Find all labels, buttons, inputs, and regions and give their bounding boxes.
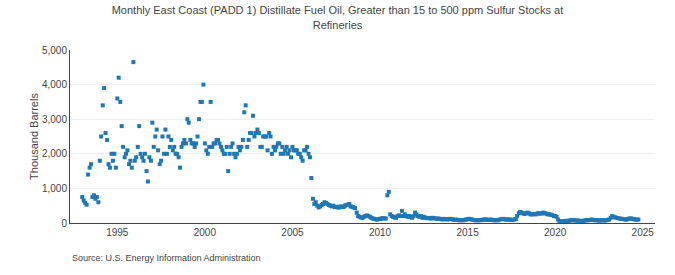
svg-text:2000: 2000 xyxy=(194,227,217,238)
svg-text:2025: 2025 xyxy=(632,227,655,238)
svg-text:Source: U.S. Energy Informatio: Source: U.S. Energy Information Administ… xyxy=(72,253,261,263)
svg-text:2010: 2010 xyxy=(369,227,392,238)
svg-text:0: 0 xyxy=(61,218,67,229)
svg-text:2020: 2020 xyxy=(544,227,567,238)
svg-text:2005: 2005 xyxy=(281,227,304,238)
svg-text:4,000: 4,000 xyxy=(42,79,67,90)
svg-text:2,000: 2,000 xyxy=(42,148,67,159)
svg-text:1995: 1995 xyxy=(106,227,129,238)
svg-text:1,000: 1,000 xyxy=(42,183,67,194)
svg-text:2015: 2015 xyxy=(456,227,479,238)
svg-text:3,000: 3,000 xyxy=(42,114,67,125)
svg-text:Thousand Barrels: Thousand Barrels xyxy=(28,93,40,180)
svg-text:5,000: 5,000 xyxy=(42,45,67,56)
svg-text:Monthly East Coast (PADD 1) Di: Monthly East Coast (PADD 1) Distillate F… xyxy=(112,4,564,30)
